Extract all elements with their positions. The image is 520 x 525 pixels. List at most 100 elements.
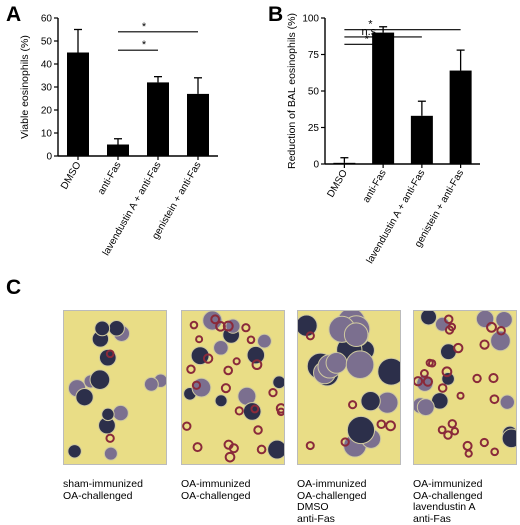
erythrocyte <box>186 364 196 374</box>
erythrocyte <box>447 419 458 429</box>
erythrocyte <box>385 420 396 432</box>
bar <box>107 144 129 156</box>
erythrocyte <box>422 376 434 387</box>
micrograph-caption: sham-immunized OA-challenged <box>63 478 143 502</box>
micrograph-image <box>63 310 167 465</box>
nucleated-cell <box>143 376 159 392</box>
nucleated-cell <box>501 428 516 449</box>
micrograph-image <box>181 310 285 465</box>
erythrocyte <box>437 425 447 435</box>
nucleated-cell <box>499 394 515 410</box>
y-tick-label: 75 <box>308 50 320 61</box>
erythrocyte <box>189 320 199 330</box>
erythrocyte <box>224 451 236 463</box>
nucleated-cell <box>434 316 450 332</box>
nucleated-cell <box>112 404 129 422</box>
significance-label: * <box>368 19 373 31</box>
nucleated-cell <box>416 398 435 417</box>
erythrocyte <box>210 314 221 325</box>
erythrocyte <box>496 326 506 336</box>
erythrocyte <box>489 394 500 405</box>
nucleated-cell <box>246 345 266 365</box>
erythrocyte <box>220 383 231 394</box>
erythrocyte <box>275 403 284 414</box>
erythrocyte <box>419 369 429 378</box>
erythrocyte <box>105 433 115 443</box>
nucleated-cell <box>272 375 284 390</box>
erythrocyte <box>253 425 263 435</box>
y-tick-label: 20 <box>41 106 53 117</box>
erythrocyte <box>479 339 490 350</box>
erythrocyte <box>472 373 482 384</box>
erythrocyte <box>414 376 424 387</box>
erythrocyte <box>276 407 284 417</box>
erythrocyte <box>305 441 315 451</box>
nucleated-cell <box>267 439 284 460</box>
y-tick-label: 10 <box>41 129 53 140</box>
erythrocyte <box>195 335 204 344</box>
nucleated-cell <box>420 311 438 326</box>
panel-label-a: A <box>6 3 22 26</box>
nucleated-cell <box>98 348 117 367</box>
nucleated-cell <box>75 387 94 407</box>
erythrocyte <box>488 372 499 384</box>
nucleated-cell <box>475 311 495 329</box>
nucleated-cell <box>108 319 125 337</box>
nucleated-cell <box>103 446 118 461</box>
erythrocyte <box>486 321 497 333</box>
nucleated-cell <box>325 352 348 374</box>
erythrocyte <box>250 404 260 414</box>
x-tick-label: DMSO <box>325 168 350 200</box>
erythrocyte <box>444 325 455 335</box>
erythrocyte <box>479 437 489 448</box>
bar <box>372 32 395 164</box>
panel-label-b: B <box>268 3 284 26</box>
nucleated-cell <box>377 357 400 386</box>
nucleated-cell <box>343 322 369 347</box>
y-tick-label: 0 <box>313 160 319 171</box>
bar <box>449 70 472 164</box>
bar-chart-bal-reduction: 0 25 50 75 100 Reduction of BAL eosinophils (… <box>286 13 480 266</box>
significance-label: * <box>142 39 147 51</box>
y-tick-label: 40 <box>41 60 53 71</box>
significance-label: * <box>142 21 147 33</box>
y-tick-label: 50 <box>308 87 320 98</box>
nucleated-cell <box>345 350 375 380</box>
nucleated-cell <box>495 311 513 329</box>
erythrocyte <box>202 353 214 364</box>
micrograph-caption: OA-immunized OA-challenged DMSO anti-Fas <box>297 478 367 525</box>
erythrocyte <box>234 406 244 416</box>
erythrocyte <box>464 449 473 458</box>
erythrocyte <box>222 320 234 332</box>
x-tick-label: anti-Fas <box>361 168 389 205</box>
erythrocyte <box>305 331 315 341</box>
nucleated-cell <box>214 394 228 408</box>
y-tick-label: 50 <box>41 37 53 48</box>
nucleated-cell <box>94 320 111 337</box>
erythrocyte <box>490 447 500 457</box>
y-tick-label: 0 <box>46 152 52 163</box>
micrograph-image <box>413 310 517 465</box>
panel-label-c: C <box>6 276 22 299</box>
erythrocyte <box>348 400 358 410</box>
bar <box>187 93 209 156</box>
micrograph-cells <box>414 311 516 458</box>
erythrocyte <box>427 359 437 368</box>
erythrocyte <box>105 349 115 359</box>
erythrocyte <box>191 380 202 390</box>
y-axis-label: Viable eosinophils (%) <box>19 35 31 139</box>
y-tick-label: 30 <box>41 83 53 94</box>
erythrocyte <box>441 366 453 378</box>
bar-chart-viable-eosinophils: 0 10 20 30 40 50 60 Viable eosinophils (%) DMSO a… <box>19 14 218 258</box>
x-tick-label: anti-Fas <box>96 160 124 197</box>
erythrocyte <box>340 437 350 447</box>
nucleated-cell <box>89 369 111 390</box>
nucleated-cell <box>256 333 272 349</box>
significance-label: n.s. <box>362 26 380 38</box>
micrograph-image <box>297 310 401 465</box>
erythrocyte <box>462 440 473 451</box>
y-axis-label: Reduction of BAL eosinophils (%) <box>286 13 298 169</box>
bar <box>67 52 89 156</box>
erythrocyte <box>256 444 267 455</box>
nucleated-cell <box>67 444 82 459</box>
